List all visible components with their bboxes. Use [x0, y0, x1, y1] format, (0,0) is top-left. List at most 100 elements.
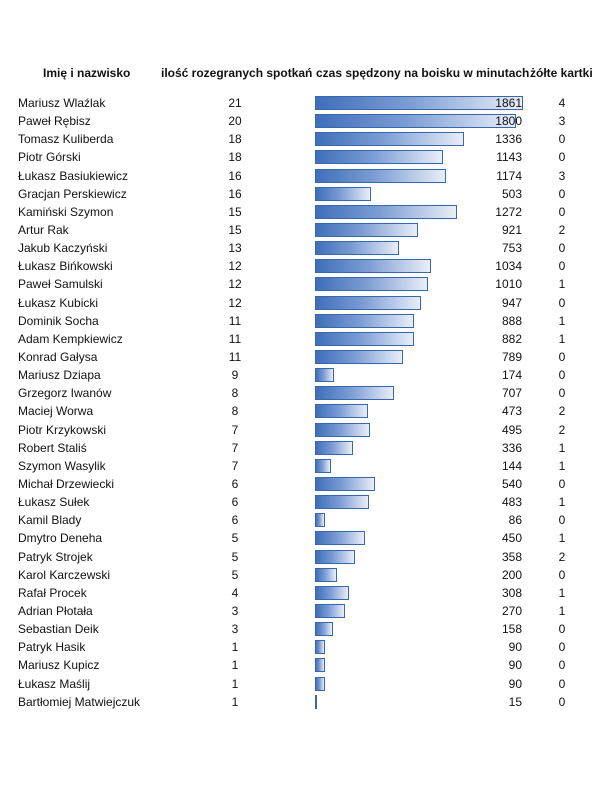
yellow-cards: 1 [558, 495, 566, 510]
games-played: 3 [231, 603, 239, 618]
minutes-value: 503 [501, 186, 522, 201]
player-name: Karol Karczewski [18, 567, 111, 582]
games-played: 6 [231, 495, 239, 510]
minutes-bar [315, 313, 415, 328]
player-name: Rafał Procek [18, 585, 87, 600]
games-played: 15 [228, 204, 242, 219]
player-name: Sebastian Deik [18, 622, 99, 637]
minutes-value: 753 [501, 241, 522, 256]
minutes-bar [315, 422, 371, 437]
minutes-bar [315, 241, 400, 256]
minutes-bar [315, 114, 517, 129]
yellow-cards: 0 [558, 132, 566, 147]
minutes-value: 90 [508, 640, 522, 655]
player-name: Dominik Socha [18, 313, 99, 328]
games-played: 18 [228, 132, 242, 147]
minutes-value: 15 [508, 694, 522, 709]
minutes-value: 1034 [495, 259, 522, 274]
player-name: Paweł Samulski [18, 277, 103, 292]
games-played: 5 [231, 549, 239, 564]
table-row: Szymon Wasylik 7 144 1 [0, 458, 600, 476]
yellow-cards: 3 [558, 114, 566, 129]
header-cards: żółte kartki [530, 66, 593, 80]
yellow-cards: 0 [558, 150, 566, 165]
player-name: Kamil Blady [18, 513, 82, 528]
table-row: Patryk Strojek 5 358 2 [0, 549, 600, 567]
minutes-bar [315, 513, 325, 528]
table-row: Mariusz Wlaźlak 21 1861 4 [0, 95, 600, 113]
table-row: Patryk Hasik 1 90 0 [0, 639, 600, 657]
player-name: Adam Kempkiewicz [18, 331, 123, 346]
minutes-bar [315, 368, 335, 383]
player-name: Dmytro Deneha [18, 531, 103, 546]
table-row: Łukasz Bińkowski 12 1034 0 [0, 258, 600, 276]
player-name: Paweł Rębisz [18, 114, 91, 129]
minutes-bar [315, 295, 421, 310]
minutes-value: 1336 [495, 132, 522, 147]
table-row: Mariusz Dziapa 9 174 0 [0, 367, 600, 385]
minutes-value: 1800 [495, 114, 522, 129]
table-row: Artur Rak 15 921 2 [0, 222, 600, 240]
minutes-value: 270 [501, 603, 522, 618]
player-name: Gracjan Perskiewicz [18, 186, 127, 201]
minutes-value: 308 [501, 585, 522, 600]
header-name: Imię i nazwisko [43, 66, 131, 80]
minutes-bar [315, 458, 332, 473]
minutes-value: 144 [501, 458, 522, 473]
minutes-value: 540 [501, 476, 522, 491]
player-name: Patryk Strojek [18, 549, 93, 564]
minutes-bar [315, 259, 431, 274]
games-played: 20 [228, 114, 242, 129]
games-played: 3 [231, 622, 239, 637]
games-played: 1 [231, 694, 239, 709]
minutes-bar [315, 150, 443, 165]
table-row: Gracjan Perskiewicz 16 503 0 [0, 186, 600, 204]
minutes-value: 707 [501, 386, 522, 401]
minutes-value: 158 [501, 622, 522, 637]
yellow-cards: 1 [558, 603, 566, 618]
games-played: 21 [228, 96, 242, 110]
yellow-cards: 2 [558, 222, 566, 237]
minutes-bar [315, 640, 326, 655]
games-played: 8 [231, 404, 239, 419]
yellow-cards: 0 [558, 349, 566, 364]
minutes-bar [315, 694, 317, 709]
table-row: Łukasz Maślij 1 90 0 [0, 676, 600, 694]
player-name: Bartłomiej Matwiejczuk [18, 694, 141, 709]
minutes-value: 473 [501, 404, 522, 419]
player-name: Łukasz Bińkowski [18, 259, 113, 274]
player-name: Grzegorz Iwanów [18, 386, 112, 401]
header-minutes: czas spędzony na boisku w minutach [316, 66, 530, 80]
table-row: Adam Kempkiewicz 11 882 1 [0, 331, 600, 349]
table-row: Mariusz Kupicz 1 90 0 [0, 657, 600, 675]
minutes-bar [315, 658, 326, 673]
minutes-value: 921 [501, 222, 522, 237]
games-played: 12 [228, 295, 242, 310]
table-row: Kamil Blady 6 86 0 [0, 512, 600, 530]
minutes-value: 450 [501, 531, 522, 546]
minutes-bar [315, 168, 447, 183]
player-name: Maciej Worwa [18, 404, 94, 419]
player-name: Patryk Hasik [18, 640, 86, 655]
games-played: 13 [228, 241, 242, 256]
player-name: Kamiński Szymon [18, 204, 114, 219]
yellow-cards: 1 [558, 313, 566, 328]
minutes-bar [315, 495, 369, 510]
minutes-value: 882 [501, 331, 522, 346]
table-row: Dmytro Deneha 5 450 1 [0, 530, 600, 548]
yellow-cards: 0 [558, 676, 566, 691]
table-row: Karol Karczewski 5 200 0 [0, 567, 600, 585]
player-name: Artur Rak [18, 222, 69, 237]
minutes-value: 1861 [495, 96, 522, 110]
minutes-value: 336 [501, 440, 522, 455]
table-row: Kamiński Szymon 15 1272 0 [0, 204, 600, 222]
minutes-bar [315, 622, 333, 637]
player-name: Robert Staliś [18, 440, 87, 455]
table-row: Konrad Gałysa 11 789 0 [0, 349, 600, 367]
minutes-value: 888 [501, 313, 522, 328]
minutes-value: 174 [501, 368, 522, 383]
minutes-value: 90 [508, 676, 522, 691]
minutes-bar [315, 349, 404, 364]
yellow-cards: 1 [558, 440, 566, 455]
yellow-cards: 0 [558, 640, 566, 655]
